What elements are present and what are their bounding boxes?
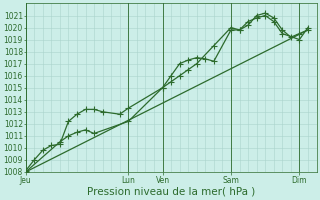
X-axis label: Pression niveau de la mer( hPa ): Pression niveau de la mer( hPa ) [87, 187, 255, 197]
